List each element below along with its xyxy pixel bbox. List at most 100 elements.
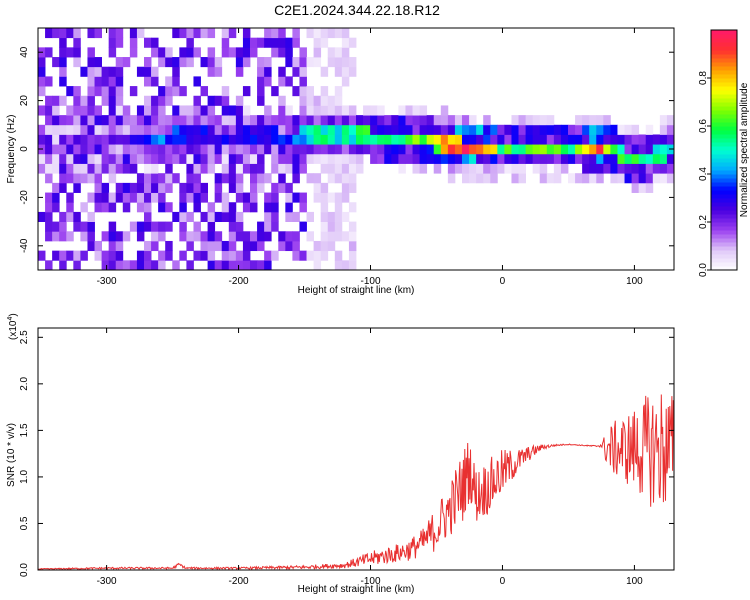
heatmap-cell bbox=[207, 260, 216, 271]
heatmap-cell bbox=[129, 260, 138, 271]
heatmap-cell bbox=[186, 153, 194, 164]
heatmap-cell bbox=[483, 163, 491, 174]
heatmap-cell bbox=[38, 163, 46, 174]
colorbar-step bbox=[711, 58, 737, 63]
heatmap-cell bbox=[575, 124, 583, 135]
heatmap-cell bbox=[129, 124, 138, 135]
heatmap-cell bbox=[108, 86, 117, 97]
heatmap-cell bbox=[490, 153, 498, 164]
heatmap-cell bbox=[122, 124, 131, 135]
heatmap-cell bbox=[334, 95, 343, 106]
heatmap-cell bbox=[320, 124, 329, 135]
heatmap-cell bbox=[228, 153, 237, 164]
heatmap-cell bbox=[278, 95, 286, 106]
heatmap-cell bbox=[398, 124, 406, 135]
heatmap-cell bbox=[165, 86, 173, 97]
heatmap-cell bbox=[546, 124, 555, 135]
heatmap-cell bbox=[278, 47, 286, 58]
snr-x-label: Height of straight line (km) bbox=[298, 584, 415, 595]
heatmap-cell bbox=[179, 134, 187, 145]
heatmap-cell bbox=[518, 173, 526, 184]
heatmap-cell bbox=[144, 182, 152, 193]
heatmap-cell bbox=[638, 134, 647, 145]
heatmap-cell bbox=[596, 153, 604, 164]
x-tick-label: -300 bbox=[97, 576, 117, 587]
heatmap-cell bbox=[433, 163, 442, 174]
heatmap-cell bbox=[631, 153, 640, 164]
colorbar-step bbox=[711, 34, 737, 39]
heatmap-cell bbox=[652, 153, 661, 164]
heatmap-cell bbox=[553, 124, 562, 135]
heatmap-cell bbox=[462, 134, 470, 145]
heatmap-cell bbox=[306, 231, 314, 242]
heatmap-cell bbox=[560, 134, 569, 145]
heatmap-cell bbox=[341, 260, 350, 271]
heatmap-cell bbox=[341, 28, 350, 39]
heatmap-cell bbox=[228, 47, 237, 58]
heatmap-cell bbox=[151, 95, 159, 106]
heatmap-cell bbox=[447, 124, 456, 135]
colorbar-step bbox=[711, 162, 737, 167]
heatmap-cell bbox=[200, 250, 208, 261]
heatmap-cell bbox=[320, 115, 329, 126]
heatmap-cell bbox=[271, 47, 279, 58]
heatmap-cell bbox=[214, 231, 223, 242]
heatmap-cell bbox=[235, 134, 244, 145]
heatmap-cell bbox=[151, 240, 159, 252]
heatmap-cell bbox=[108, 202, 117, 213]
colorbar-step bbox=[711, 178, 737, 183]
heatmap-cell bbox=[59, 37, 67, 48]
heatmap-cell bbox=[589, 153, 597, 164]
heatmap-cell bbox=[299, 86, 307, 97]
heatmap-cell bbox=[207, 47, 216, 58]
heatmap-cell bbox=[122, 153, 131, 164]
heatmap-cell bbox=[66, 163, 74, 174]
colorbar-step bbox=[711, 190, 737, 195]
heatmap-cell bbox=[476, 124, 484, 135]
heatmap-cell bbox=[193, 173, 201, 184]
heatmap-cell bbox=[313, 260, 322, 271]
heatmap-cell bbox=[546, 134, 555, 145]
heatmap-cell bbox=[405, 105, 413, 116]
heatmap-cell bbox=[384, 144, 392, 155]
heatmap-cell bbox=[568, 173, 576, 184]
heatmap-cell bbox=[384, 153, 392, 164]
heatmap-cell bbox=[278, 37, 286, 48]
heatmap-cell bbox=[440, 144, 449, 155]
heatmap-cell bbox=[207, 115, 216, 126]
heatmap-cell bbox=[447, 153, 456, 164]
heatmap-cell bbox=[52, 163, 60, 174]
spectrogram-x-label: Height of straight line (km) bbox=[298, 285, 415, 296]
heatmap-cell bbox=[356, 134, 364, 145]
heatmap-cell bbox=[221, 115, 230, 126]
heatmap-cell bbox=[129, 144, 138, 155]
colorbar-step bbox=[711, 98, 737, 103]
heatmap-cell bbox=[610, 153, 618, 164]
colorbar-step bbox=[711, 186, 737, 191]
heatmap-cell bbox=[391, 124, 399, 135]
heatmap-cell bbox=[87, 240, 95, 252]
heatmap-cell bbox=[659, 134, 668, 145]
heatmap-cell bbox=[87, 221, 95, 232]
heatmap-cell bbox=[250, 231, 258, 242]
heatmap-cell bbox=[193, 182, 201, 193]
colorbar-step bbox=[711, 218, 737, 223]
heatmap-cell bbox=[179, 144, 187, 155]
heatmap-cell bbox=[341, 182, 350, 193]
heatmap-cell bbox=[250, 240, 258, 252]
heatmap-cell bbox=[582, 144, 590, 155]
heatmap-cell bbox=[334, 202, 343, 213]
heatmap-cell bbox=[278, 134, 286, 145]
heatmap-cell bbox=[447, 144, 456, 155]
heatmap-cell bbox=[476, 134, 484, 145]
heatmap-cell bbox=[483, 144, 491, 155]
heatmap-cell bbox=[257, 66, 265, 77]
heatmap-cell bbox=[285, 163, 293, 174]
heatmap-cell bbox=[221, 202, 230, 213]
colorbar-step bbox=[711, 130, 737, 135]
heatmap-cell bbox=[186, 105, 194, 116]
heatmap-cell bbox=[341, 192, 350, 203]
heatmap-cell bbox=[172, 57, 180, 68]
heatmap-cell bbox=[179, 202, 187, 213]
heatmap-cell bbox=[122, 182, 131, 193]
